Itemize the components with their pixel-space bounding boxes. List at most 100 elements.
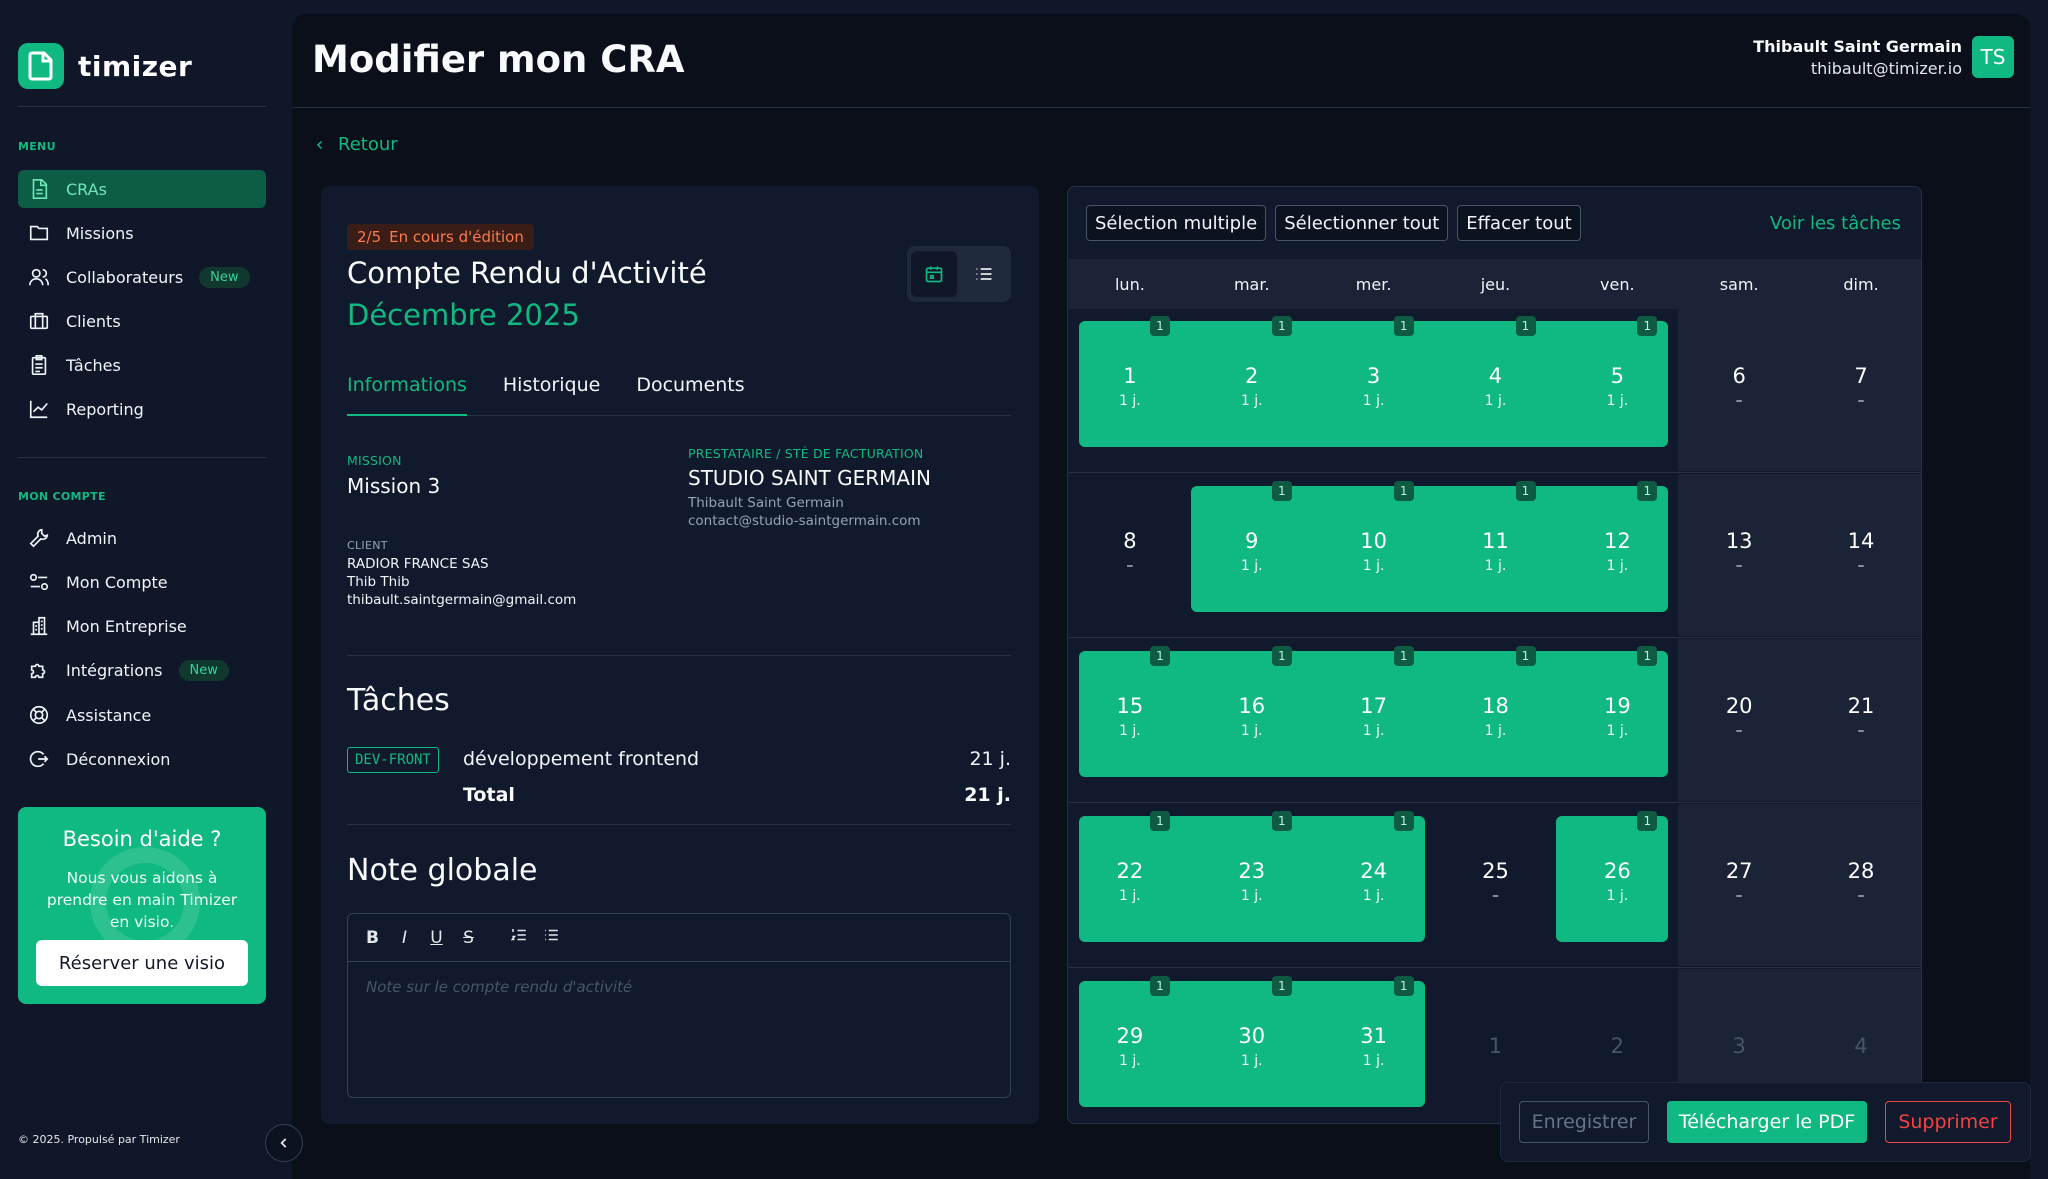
day-worked-label: 1 j. (1119, 723, 1141, 739)
calendar-day[interactable] (1069, 474, 1191, 636)
task-count-badge: 1 (1637, 481, 1658, 501)
sidebar-item-taches[interactable]: Tâches (18, 346, 266, 384)
day-number: 12 (1603, 529, 1631, 553)
sidebar-item-clients[interactable]: Clients (18, 302, 266, 340)
task-count-badge: 1 (1515, 316, 1536, 336)
week-separator (1069, 472, 1921, 473)
provider-contact: Thibault Saint Germain (688, 495, 844, 511)
client-name: RADIOR FRANCE SAS (347, 556, 489, 572)
download-pdf-button[interactable]: Télécharger le PDF (1667, 1101, 1867, 1143)
save-button[interactable]: Enregistrer (1519, 1101, 1649, 1143)
note-editor: B I U S Note sur le compte rendu d'activ… (347, 913, 1011, 1098)
worked-days-block[interactable] (1079, 816, 1425, 942)
sidebar-item-assistance[interactable]: Assistance (18, 696, 266, 734)
worked-days-block[interactable] (1190, 486, 1669, 612)
worked-days-block[interactable] (1079, 651, 1669, 777)
sidebar-item-deconnexion[interactable]: Déconnexion (18, 740, 266, 778)
underline-button[interactable]: U (430, 927, 443, 948)
week-row: 29 1 j. 1 30 1 j. 1 31 1 j. 1 1 2 3 4 (1069, 969, 1921, 1123)
see-tasks-link[interactable]: Voir les tâches (1769, 213, 1901, 234)
day-number: 28 (1847, 859, 1875, 883)
select-all-button[interactable]: Sélectionner tout (1275, 205, 1449, 241)
calendar-day[interactable] (1800, 474, 1921, 636)
day-number: 18 (1482, 694, 1509, 718)
sidebar-item-reporting[interactable]: Reporting (18, 390, 266, 428)
list-view-button[interactable] (961, 251, 1007, 297)
mission-label: MISSION (347, 453, 402, 468)
worked-days-block[interactable] (1079, 321, 1669, 447)
sidebar-item-collaborateurs[interactable]: Collaborateurs New (18, 258, 266, 296)
weekday-label: mar. (1233, 275, 1270, 294)
sidebar-item-cras[interactable]: CRAs (18, 170, 266, 208)
provider-name: STUDIO SAINT GERMAIN (688, 466, 931, 490)
chart-line-icon (29, 400, 48, 419)
multi-select-button[interactable]: Sélection multiple (1086, 205, 1267, 241)
day-number: 22 (1116, 859, 1144, 883)
day-number: 13 (1725, 529, 1753, 553)
day-empty-label: – (1857, 558, 1865, 574)
sidebar-item-mon-entreprise[interactable]: Mon Entreprise (18, 607, 266, 645)
weekday-label: mer. (1355, 275, 1392, 294)
day-empty-label: – (1857, 723, 1865, 739)
task-count-badge: 1 (1637, 316, 1658, 336)
calendar-day[interactable] (1800, 804, 1921, 966)
task-count-badge: 1 (1149, 316, 1170, 336)
task-count-badge: 1 (1515, 646, 1536, 666)
day-worked-label: 1 j. (1606, 558, 1629, 574)
weekday-label: dim. (1843, 275, 1879, 294)
book-visio-button[interactable]: Réserver une visio (36, 940, 248, 986)
clear-all-button[interactable]: Effacer tout (1457, 205, 1581, 241)
day-number: 8 (1123, 529, 1137, 553)
calendar-day[interactable] (1800, 309, 1921, 471)
page-title: Modifier mon CRA (312, 38, 685, 81)
note-textarea[interactable]: Note sur le compte rendu d'activité (366, 978, 633, 996)
sidebar-item-mon-compte[interactable]: Mon Compte (18, 563, 266, 601)
user-menu[interactable]: Thibault Saint Germain thibault@timizer.… (1753, 36, 2014, 78)
calendar-day[interactable] (1678, 639, 1801, 801)
week-separator (1069, 637, 1921, 638)
worked-days-block[interactable] (1556, 816, 1669, 942)
calendar-day[interactable] (1800, 639, 1921, 801)
day-worked-label: 1 j. (1119, 1053, 1141, 1069)
strikethrough-button[interactable]: S (463, 927, 474, 948)
menu-section-label: MENU (18, 140, 56, 153)
tab-documents[interactable]: Documents (636, 374, 745, 396)
ordered-list-button[interactable] (510, 926, 527, 949)
bold-button[interactable]: B (366, 927, 379, 948)
italic-button[interactable]: I (401, 927, 407, 948)
sidebar-item-missions[interactable]: Missions (18, 214, 266, 252)
sidebar-item-label: Intégrations (66, 660, 163, 680)
account-section-label: MON COMPTE (18, 490, 106, 503)
delete-button[interactable]: Supprimer (1885, 1101, 2011, 1143)
sidebar-item-label: Mon Entreprise (66, 616, 187, 636)
sidebar-item-admin[interactable]: Admin (18, 519, 266, 557)
logout-icon (29, 750, 49, 768)
day-number: 14 (1847, 529, 1875, 553)
avatar[interactable]: TS (1972, 36, 2014, 78)
task-count-badge: 1 (1393, 481, 1414, 501)
sidebar-item-label: Admin (66, 528, 117, 548)
app-logo[interactable]: timizer (18, 43, 192, 89)
bullet-list-button[interactable] (542, 926, 559, 949)
collapse-sidebar-button[interactable] (265, 1124, 303, 1162)
worked-days-block[interactable] (1079, 981, 1425, 1107)
day-number: 2 (1610, 1034, 1624, 1058)
calendar-day[interactable] (1678, 804, 1801, 966)
back-link[interactable]: Retour (314, 134, 398, 155)
day-number: 3 (1366, 364, 1381, 388)
sidebar-item-integrations[interactable]: Intégrations New (18, 651, 266, 689)
tab-historique[interactable]: Historique (502, 374, 601, 396)
day-number: 16 (1238, 694, 1266, 718)
calendar-day[interactable] (1678, 309, 1801, 471)
chevron-left-icon (280, 1138, 287, 1148)
calendar-day[interactable] (1678, 474, 1801, 636)
app-name: timizer (78, 49, 193, 83)
day-worked-label: 1 j. (1606, 393, 1629, 409)
calendar-view-button[interactable] (911, 251, 957, 297)
weekday-label: ven. (1600, 275, 1635, 294)
briefcase-icon (29, 312, 49, 330)
tab-informations[interactable]: Informations (347, 370, 467, 416)
day-number: 20 (1725, 694, 1753, 718)
task-count-badge: 1 (1149, 976, 1170, 996)
calendar-day[interactable] (1435, 804, 1557, 966)
